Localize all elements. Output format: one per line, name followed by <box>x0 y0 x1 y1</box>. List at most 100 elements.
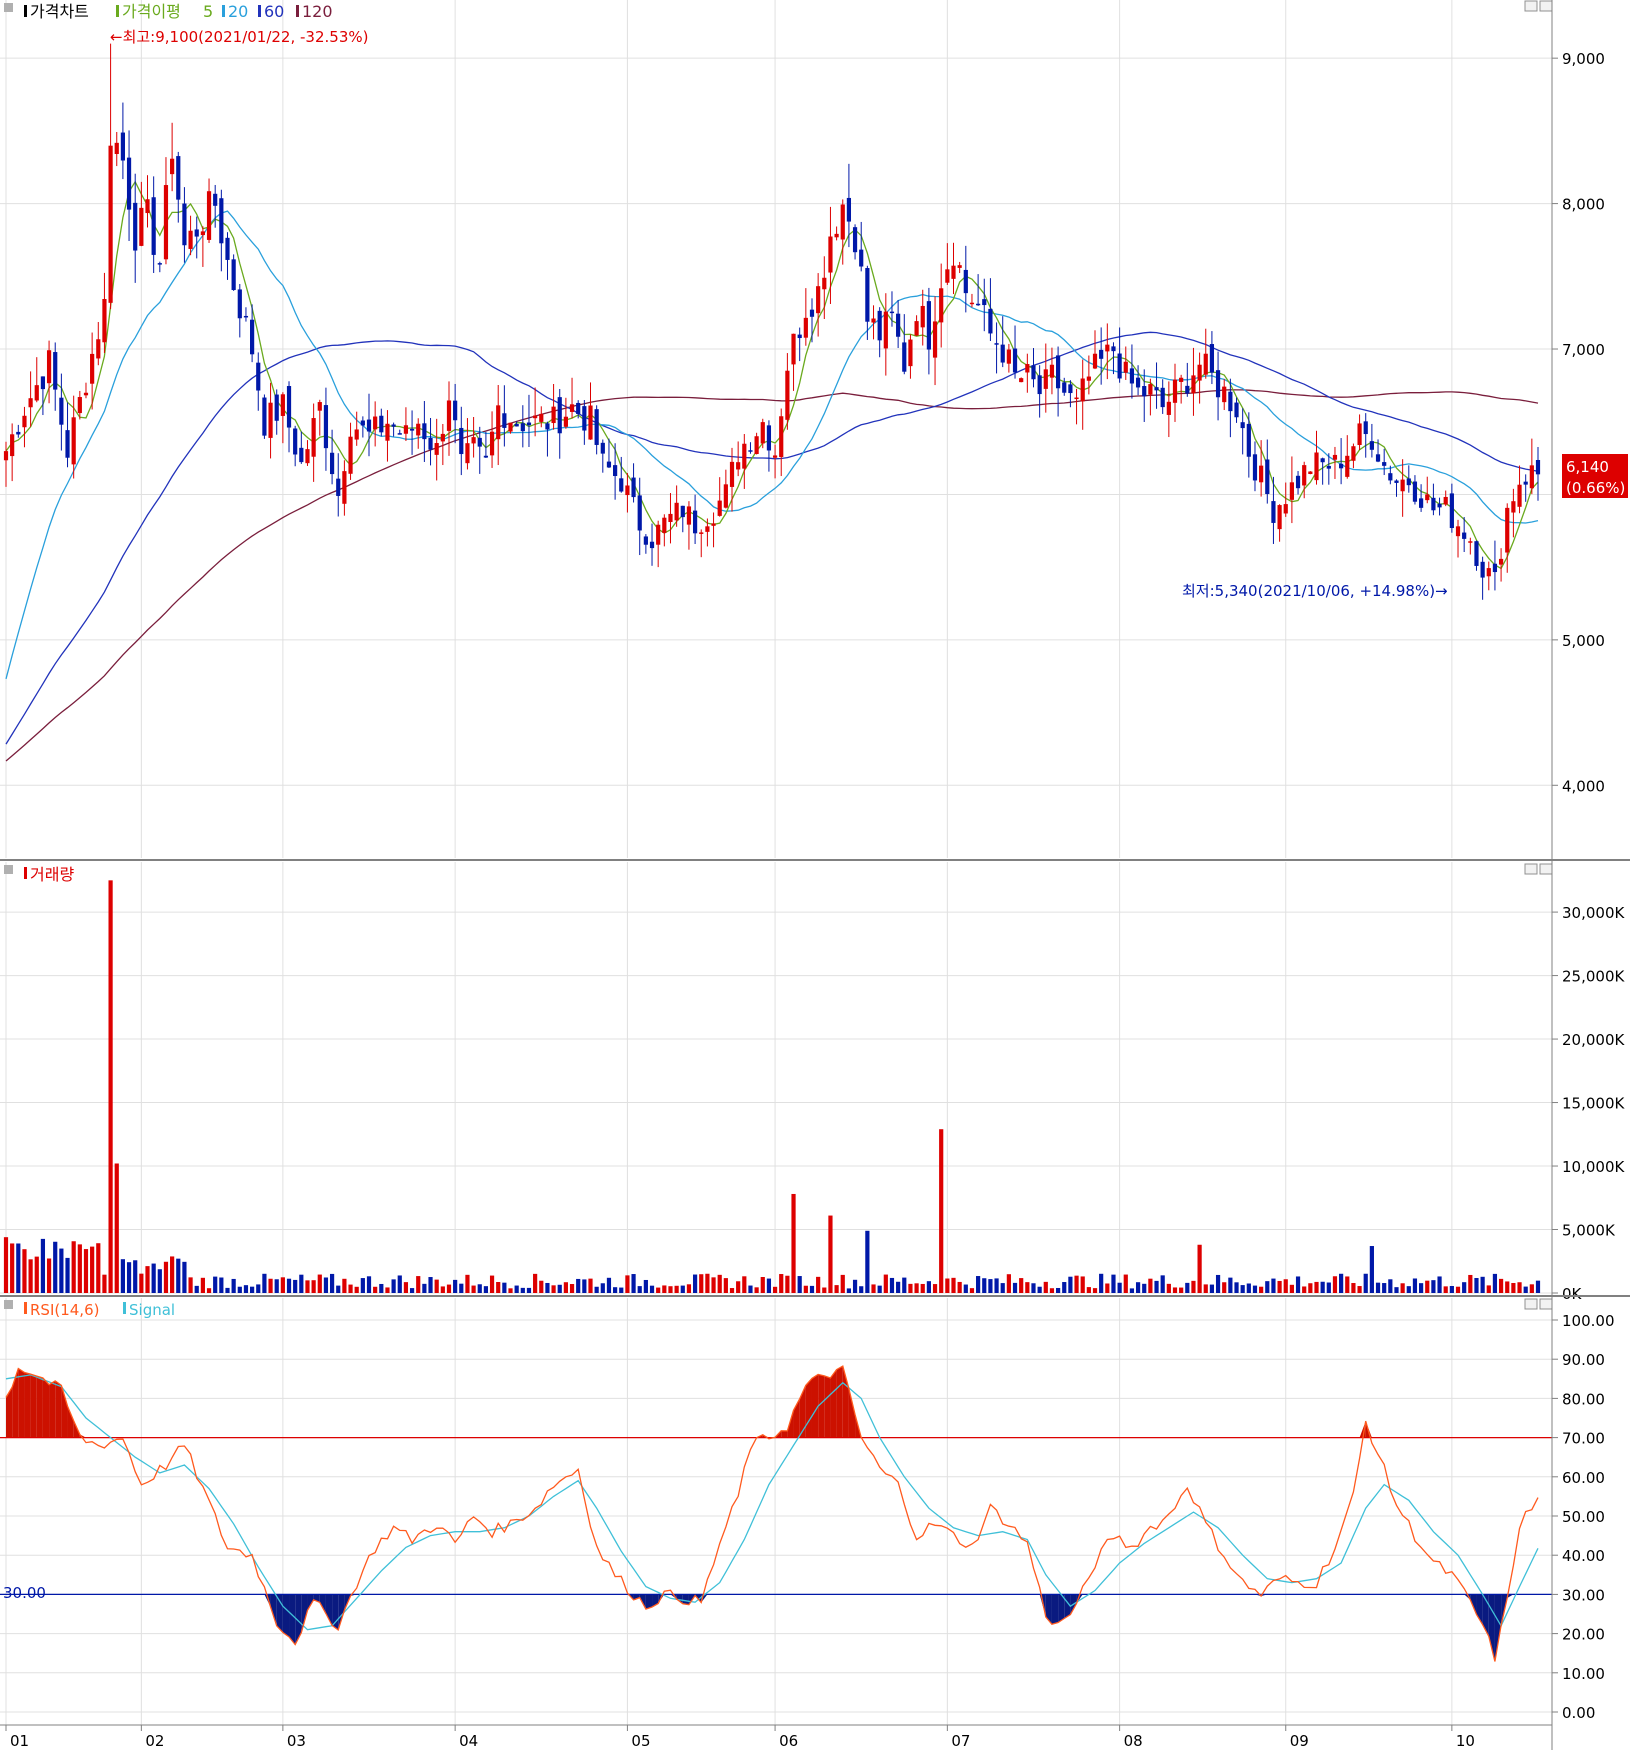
volume-bar <box>16 1243 21 1293</box>
overbought-fill <box>848 1388 856 1438</box>
volume-bar <box>976 1276 981 1293</box>
volume-bar <box>1289 1284 1294 1293</box>
candle-body <box>1037 375 1042 395</box>
candle-body <box>1129 368 1135 384</box>
y-tick-label: 4,000 <box>1562 777 1605 795</box>
minimize-icon[interactable] <box>1524 863 1538 875</box>
volume-bar <box>828 1215 833 1293</box>
ma120-line <box>5 389 1539 762</box>
candle-body <box>717 500 722 516</box>
volume-bar <box>1031 1283 1036 1293</box>
candle-body <box>1215 370 1221 398</box>
candle-body <box>1308 471 1313 474</box>
x-tick-label: 05 <box>631 1732 650 1750</box>
candle-body <box>397 433 402 435</box>
volume-bar <box>65 1257 70 1293</box>
volume-bar <box>809 1285 815 1293</box>
volume-bar <box>219 1277 224 1293</box>
volume-bar <box>1037 1286 1042 1293</box>
overbought-fill <box>824 1375 831 1438</box>
ma20-line <box>5 210 1539 680</box>
candle-body <box>1302 465 1307 486</box>
legend-signal-title: Signal <box>129 1301 175 1319</box>
candle-body <box>471 437 476 444</box>
candle-body <box>83 392 89 396</box>
close-icon[interactable] <box>1539 1298 1553 1310</box>
candle-body <box>102 299 107 343</box>
candle-body <box>428 437 433 450</box>
close-icon[interactable] <box>1539 0 1553 12</box>
oversold-fill <box>319 1594 326 1614</box>
volume-bar <box>409 1288 415 1293</box>
close-icon[interactable] <box>1539 863 1553 875</box>
volume-bar <box>317 1274 322 1293</box>
volume-bar <box>600 1283 605 1293</box>
ma60-path <box>5 331 1539 745</box>
candle-body <box>1332 454 1338 460</box>
candle-body <box>348 436 353 474</box>
candle-body <box>59 397 64 425</box>
candle-body <box>736 462 741 470</box>
legend-marker <box>24 5 27 17</box>
candle-body <box>188 230 193 249</box>
volume-bar <box>846 1288 852 1293</box>
rsi-fill <box>0 1366 1552 1662</box>
volume-bar <box>1086 1287 1091 1293</box>
y-tick-label: 100.00 <box>1562 1312 1615 1330</box>
volume-bar <box>102 1274 107 1293</box>
y-tick-label: 30.00 <box>1562 1586 1605 1604</box>
candle-body <box>1505 507 1510 553</box>
minimize-icon[interactable] <box>1524 0 1538 12</box>
y-tick-label: 10,000K <box>1562 1158 1625 1176</box>
oversold-fill <box>1051 1594 1059 1625</box>
volume-bar <box>182 1261 187 1293</box>
x-tick-label: 07 <box>951 1732 970 1750</box>
candle-body <box>846 197 852 222</box>
oversold-fill <box>282 1594 290 1637</box>
volume-bar <box>83 1249 89 1293</box>
candle-body <box>145 199 150 214</box>
candle-body <box>1092 353 1098 369</box>
volume-bar <box>1419 1283 1424 1293</box>
volume-bar <box>360 1278 365 1293</box>
candle-body <box>1375 454 1381 462</box>
candle-body <box>10 434 15 457</box>
candle-body <box>668 513 673 523</box>
volume-bar <box>342 1278 347 1293</box>
volume-bar <box>643 1279 648 1293</box>
volume-bar <box>508 1288 513 1293</box>
oversold-fill <box>1494 1594 1502 1662</box>
candle-body <box>514 424 519 427</box>
candle-body <box>496 405 501 440</box>
overbought-fill <box>67 1406 74 1438</box>
volume-bar <box>1468 1274 1473 1293</box>
volume-bars <box>3 880 1541 1293</box>
volume-bar <box>440 1286 445 1293</box>
volume-bar <box>1486 1285 1491 1293</box>
candle-body <box>643 536 648 545</box>
y-tick-label: 40.00 <box>1562 1547 1605 1565</box>
candle-body <box>1400 479 1405 492</box>
oversold-fill <box>1476 1594 1483 1625</box>
volume-bar <box>932 1284 938 1293</box>
volume-bar <box>1437 1276 1442 1293</box>
ma5-path <box>5 180 1539 570</box>
volume-bar <box>1443 1286 1448 1293</box>
candle-body <box>760 422 765 444</box>
volume-bar <box>717 1274 722 1293</box>
volume-bar <box>736 1281 741 1293</box>
volume-bar <box>674 1285 679 1293</box>
overbought-fill <box>24 1372 31 1438</box>
volume-bar <box>10 1243 15 1293</box>
candle-body <box>1535 459 1541 475</box>
volume-bar <box>280 1277 285 1293</box>
volume-bar <box>686 1284 692 1293</box>
minimize-icon[interactable] <box>1524 1298 1538 1310</box>
price-panel: 9,000 8,000 7,000 5,000 4,000 ←최고:9,100(2021… <box>0 0 1628 858</box>
candle-body <box>1388 473 1393 481</box>
volume-bar <box>840 1274 845 1293</box>
volume-bar <box>1012 1282 1018 1293</box>
volume-bar <box>742 1276 747 1293</box>
volume-bar <box>963 1284 968 1293</box>
volume-bar <box>200 1277 205 1293</box>
